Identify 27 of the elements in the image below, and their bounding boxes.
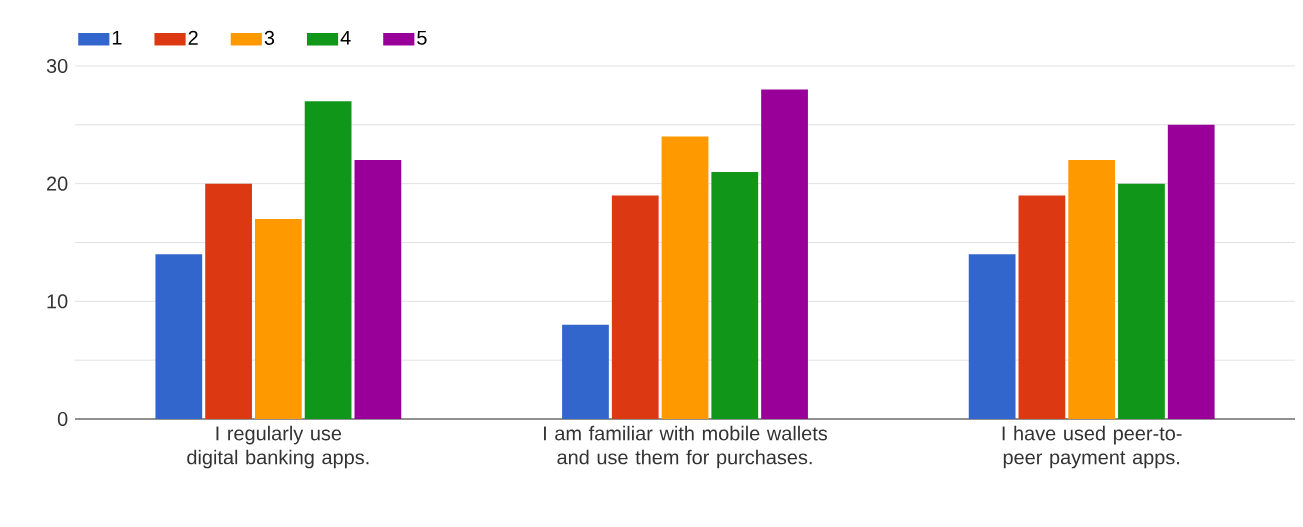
bar xyxy=(1018,195,1066,419)
bar xyxy=(304,101,352,419)
bar xyxy=(1068,160,1116,419)
bar xyxy=(661,136,709,419)
legend-label: 5 xyxy=(417,30,427,45)
y-tick-label: 0 xyxy=(57,411,68,427)
bar xyxy=(711,171,759,419)
y-tick-label: 20 xyxy=(47,176,68,191)
legend-label: 2 xyxy=(188,30,198,45)
x-tick-label: I am familiar with mobile wallets and use them for purchases. xyxy=(544,425,828,469)
y-tick-label: 30 xyxy=(46,58,68,74)
x-tick-label: I have used peer-to-peer payment apps. xyxy=(1002,425,1182,469)
legend-label: 3 xyxy=(264,30,275,45)
bar xyxy=(968,254,1016,419)
bar xyxy=(254,218,302,419)
bar xyxy=(1167,124,1215,419)
bar xyxy=(1118,183,1165,419)
y-tick-label: 10 xyxy=(47,294,68,309)
legend-label: 4 xyxy=(340,30,351,45)
bar xyxy=(611,195,659,419)
bar xyxy=(761,89,808,419)
bar xyxy=(354,160,402,419)
legend-label: 1 xyxy=(112,30,122,45)
bar xyxy=(205,183,252,419)
bar xyxy=(155,254,203,419)
x-tick-label: I regularly use digital banking apps. xyxy=(187,425,369,469)
bar xyxy=(562,324,609,419)
